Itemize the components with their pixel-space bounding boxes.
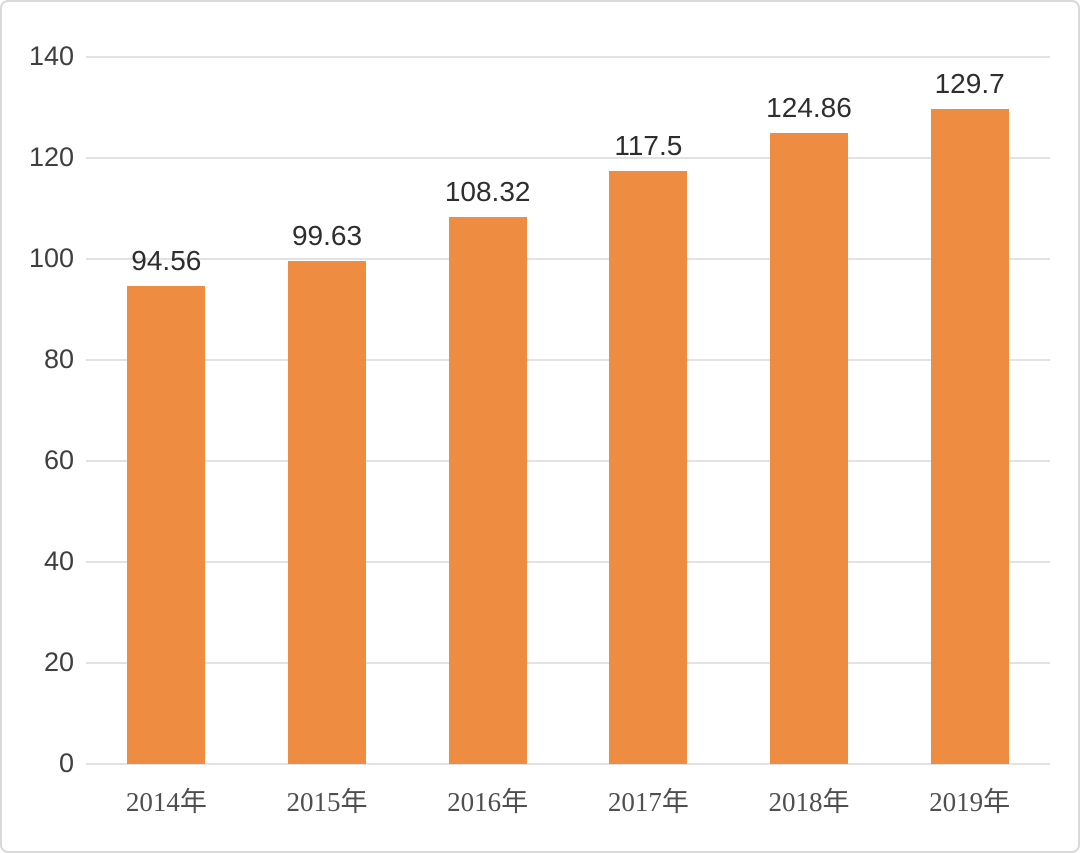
y-axis-tick-label: 20 <box>43 647 74 677</box>
plot-area: 0 20 40 60 80 100 120 140 94.56 2014年 99.63 2015年 10… <box>29 43 1050 817</box>
gridline <box>86 460 1050 462</box>
gridline <box>86 157 1050 159</box>
x-axis-tick-label: 2016年 <box>447 787 529 817</box>
x-axis-tick-label: 2019年 <box>929 787 1011 817</box>
x-axis-tick-label: 2015年 <box>286 787 368 817</box>
x-axis-tick-label: 2017年 <box>607 787 689 817</box>
bar-value-label: 99.63 <box>291 219 363 251</box>
bar-2018年 <box>770 133 848 764</box>
gridline <box>86 258 1050 260</box>
bar-value-label: 108.32 <box>444 175 531 207</box>
gridline <box>86 359 1050 361</box>
y-axis-tick-label: 60 <box>43 445 74 475</box>
x-axis-tick-label: 2018年 <box>768 787 850 817</box>
y-axis-tick-label: 0 <box>58 748 74 778</box>
y-axis-tick-label: 100 <box>28 243 74 273</box>
bar-2014年 <box>127 286 206 764</box>
y-axis-tick-label: 120 <box>28 142 74 172</box>
bar-value-label: 94.56 <box>131 245 202 277</box>
bar-value-label: 117.5 <box>614 129 683 161</box>
bar-2017年 <box>609 170 688 764</box>
bar-2016年 <box>448 216 527 764</box>
bar-2019年 <box>930 109 1009 764</box>
bar-value-label: 124.86 <box>766 92 852 124</box>
gridline <box>86 561 1050 563</box>
gridline <box>86 662 1050 664</box>
y-axis-tick-label: 40 <box>43 546 74 576</box>
x-axis-tick-label: 2014年 <box>125 787 207 817</box>
gridline <box>86 56 1050 58</box>
gridline <box>86 763 1050 765</box>
bar-2015年 <box>288 260 366 764</box>
y-axis-tick-label: 80 <box>43 344 74 374</box>
y-axis-tick-label: 140 <box>28 41 74 71</box>
bar-value-label: 129.7 <box>934 68 1005 100</box>
